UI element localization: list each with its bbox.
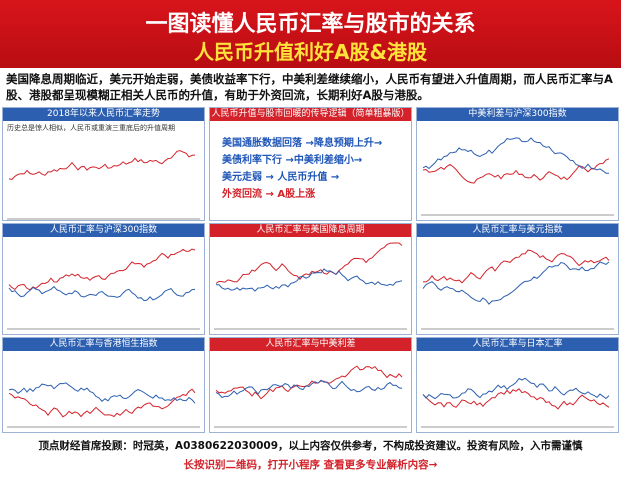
illustration-line <box>422 158 610 184</box>
panel-title: 人民币汇率与中美利差 <box>210 338 411 351</box>
illustration-line <box>8 382 196 404</box>
illustration-line <box>422 261 610 305</box>
chart-illustration <box>7 248 200 330</box>
panel: 人民币汇率与日本汇率 <box>416 337 619 433</box>
chart-illustration <box>214 242 407 330</box>
illustration-line <box>215 242 403 284</box>
header: 一图读懂人民币汇率与股市的关系 人民币升值利好A股&港股 <box>0 0 621 68</box>
illustration-line <box>422 377 610 400</box>
panel-title: 2018年以来人民币汇率走势 <box>3 108 204 121</box>
illustration-line <box>215 365 403 400</box>
illustration-line <box>422 137 609 174</box>
illustration-line <box>8 248 196 291</box>
illustration-line <box>422 249 610 284</box>
illustration-line <box>215 379 403 399</box>
title: 一图读懂人民币汇率与股市的关系 <box>145 12 476 37</box>
panel-title: 人民币汇率与香港恒生指数 <box>3 338 204 351</box>
panel: 人民币汇率与美国降息周期 <box>209 223 412 335</box>
chart-illustration <box>7 150 200 220</box>
chart-illustration <box>214 365 407 428</box>
illustration-line <box>8 150 196 180</box>
panel-title: 人民币汇率与美元指数 <box>417 224 618 237</box>
flow-line: 美国通胀数据回落 →降息预期上升→ <box>222 138 383 149</box>
illustration-line <box>215 268 403 292</box>
flow-box: 美国通胀数据回落 →降息预期上升→ 美债利率下行 →中美利差缩小→ 美元走弱 → 人… <box>210 121 411 203</box>
disclaimer: 顶点财经首席投顾：时冠英，A0380622030009，以上内容仅供参考，不构成… <box>38 440 583 452</box>
panel-title: 人民币汇率与美国降息周期 <box>210 224 411 237</box>
illustration-line <box>8 388 196 418</box>
flow-line: 美债利率下行 →中美利差缩小→ <box>222 155 363 166</box>
cta: 长按识别二维码，打开小程序 查看更多专业解析内容→ <box>183 459 438 471</box>
flow-line: 美元走弱 → 人民币升值 → <box>222 172 340 183</box>
chart-illustration <box>421 377 614 428</box>
chart-illustration <box>421 249 614 330</box>
flow-line: 外资回流 → A股上涨 <box>222 189 316 200</box>
chart-illustration <box>421 137 614 216</box>
panel: 人民币汇率与美元指数 <box>416 223 619 335</box>
panel-title: 中美利差与沪深300指数 <box>417 108 618 121</box>
panel: 2018年以来人民币汇率走势历史总是惊人相似，人民币或重演三重底后的升值周期 <box>2 107 205 221</box>
intro: 美国降息周期临近，美元开始走弱，美债收益率下行，中美利差继续缩小，人民币有望进入… <box>6 72 613 102</box>
panel-title: 人民币升值与股市回暖的传导逻辑（简单粗暴版） <box>210 108 411 121</box>
footer: 顶点财经首席投顾：时冠英，A0380622030009，以上内容仅供参考，不构成… <box>0 434 621 500</box>
panel-title: 人民币汇率与日本汇率 <box>417 338 618 351</box>
illustration-line <box>8 285 196 302</box>
panel-note: 历史总是惊人相似，人民币或重演三重底后的升值周期 <box>7 124 175 132</box>
panel: 人民币汇率与中美利差 <box>209 337 412 433</box>
panel: 人民币汇率与沪深300指数 <box>2 223 205 335</box>
panel-title: 人民币汇率与沪深300指数 <box>3 224 204 237</box>
illustration-line <box>422 388 610 410</box>
chart-illustration <box>7 382 200 428</box>
panel: 人民币升值与股市回暖的传导逻辑（简单粗暴版） 美国通胀数据回落 →降息预期上升→ 美… <box>209 107 412 221</box>
panel: 人民币汇率与香港恒生指数 <box>2 337 205 433</box>
panel: 中美利差与沪深300指数 <box>416 107 619 221</box>
subtitle: 人民币升值利好A股&港股 <box>194 40 427 64</box>
